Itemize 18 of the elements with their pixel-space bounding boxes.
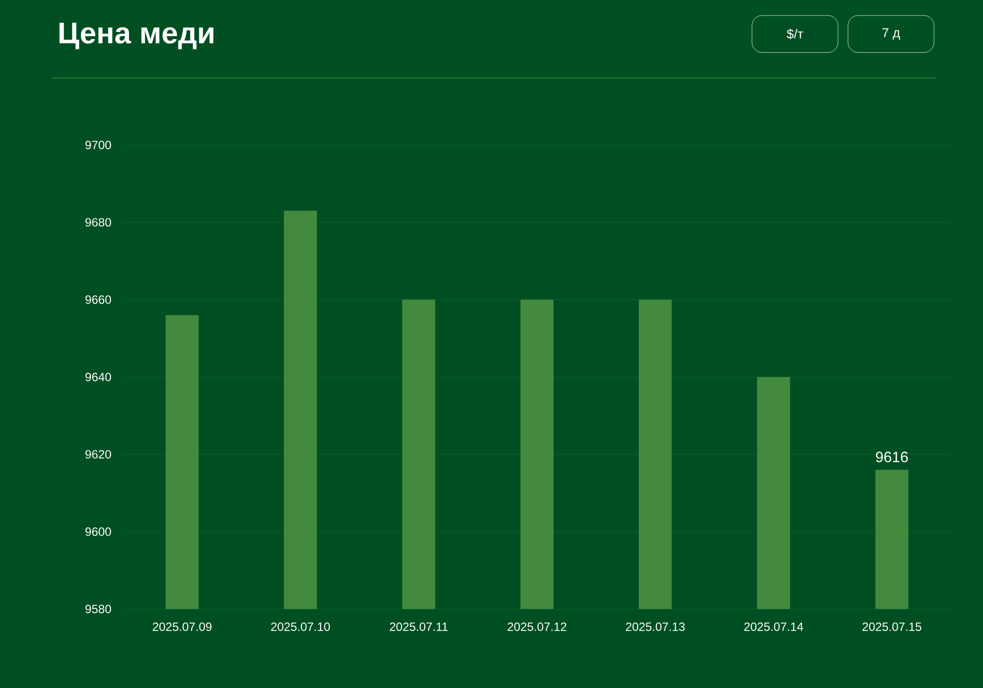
y-tick-label: 9620 (85, 450, 112, 459)
x-tick-label: 2025.07.15 (862, 622, 922, 631)
x-tick-label: 2025.07.09 (152, 622, 212, 631)
data-label: 9616 (876, 452, 908, 462)
y-tick-label: 9600 (85, 527, 112, 536)
y-tick-label: 9680 (85, 218, 112, 227)
x-tick-label: 2025.07.12 (508, 622, 566, 631)
x-tick-label: 2025.07.14 (744, 622, 804, 631)
y-tick-label: 9700 (85, 140, 112, 150)
chart-title: Цена меди (60, 22, 214, 50)
x-tick-label: 2025.07.10 (271, 622, 330, 631)
text: 7 д (882, 28, 900, 40)
text: $/т (786, 28, 804, 40)
y-tick-label: 9660 (85, 295, 112, 304)
y-tick-label: 9580 (85, 604, 112, 614)
x-tick-label: 2025.07.11 (390, 622, 448, 631)
y-tick-label: 9640 (85, 372, 112, 382)
x-tick-label: 2025.07.13 (626, 622, 685, 631)
